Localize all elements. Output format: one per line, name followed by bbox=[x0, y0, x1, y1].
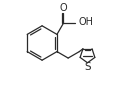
Text: O: O bbox=[60, 3, 67, 13]
Text: S: S bbox=[84, 62, 91, 72]
Text: OH: OH bbox=[79, 17, 94, 27]
